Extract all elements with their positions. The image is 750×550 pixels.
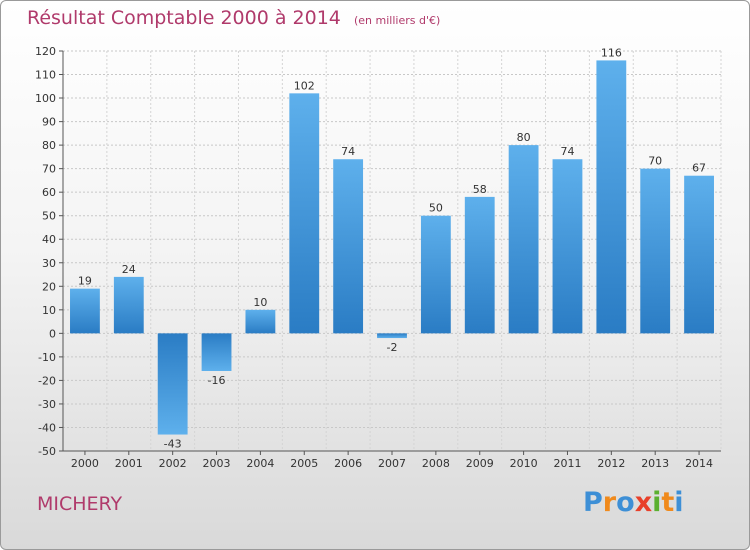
bar-2008 xyxy=(420,215,451,334)
x-tick-label-2003: 2003 xyxy=(203,457,231,470)
data-label-2005: 102 xyxy=(294,79,315,92)
x-tick-label-2014: 2014 xyxy=(685,457,713,470)
data-label-2014: 67 xyxy=(692,162,706,175)
x-tick-label-2009: 2009 xyxy=(466,457,494,470)
proxiti-logo: Proxiti xyxy=(583,487,684,518)
logo-letter: i xyxy=(674,487,684,518)
x-tick-label-2006: 2006 xyxy=(334,457,362,470)
bar-2013 xyxy=(640,168,671,334)
bar-2012 xyxy=(596,60,627,334)
data-label-2008: 50 xyxy=(429,202,443,215)
logo-letter: i xyxy=(652,487,662,518)
logo-letter: t xyxy=(661,487,675,518)
x-tick-label-2008: 2008 xyxy=(422,457,450,470)
x-tick-label-2005: 2005 xyxy=(290,457,318,470)
bar-2011 xyxy=(552,159,583,334)
data-label-2007: -2 xyxy=(387,341,398,354)
y-tick-label: 100 xyxy=(35,92,56,105)
bar-2006 xyxy=(333,159,364,334)
logo-letter: x xyxy=(634,487,653,518)
data-label-2009: 58 xyxy=(473,183,487,196)
y-tick-label: -30 xyxy=(38,398,56,411)
chart-subtitle: (en milliers d'€) xyxy=(353,14,441,27)
y-tick-label: 90 xyxy=(42,116,56,129)
y-tick-label: 0 xyxy=(49,327,56,340)
title-row: Résultat Comptable 2000 à 2014 (en milli… xyxy=(27,7,440,29)
bar-2014 xyxy=(684,175,714,334)
x-tick-label-2007: 2007 xyxy=(378,457,406,470)
x-tick-label-2013: 2013 xyxy=(641,457,669,470)
data-label-2004: 10 xyxy=(253,296,267,309)
logo-letter: o xyxy=(616,487,635,518)
data-label-2001: 24 xyxy=(122,263,136,276)
y-tick-label: -10 xyxy=(38,351,56,364)
y-tick-label: 20 xyxy=(42,280,56,293)
bars xyxy=(70,60,714,435)
bar-2010 xyxy=(508,145,539,334)
y-tick-label: 120 xyxy=(35,45,56,58)
bar-2002 xyxy=(157,333,188,435)
x-tick-label-2004: 2004 xyxy=(246,457,274,470)
bar-2007 xyxy=(377,333,407,339)
data-label-2011: 74 xyxy=(560,145,574,158)
y-tick-label: 40 xyxy=(42,233,56,246)
x-tick-label-2001: 2001 xyxy=(115,457,143,470)
commune-name: MICHERY xyxy=(37,493,123,515)
data-labels: 19 24 -43 -16 10 102 74 -2 50 58 80 74 116 70 67 xyxy=(78,46,706,450)
chart-title: Résultat Comptable 2000 à 2014 xyxy=(27,7,341,29)
y-tick-label: 80 xyxy=(42,139,56,152)
x-tick-label-2002: 2002 xyxy=(159,457,187,470)
data-label-2003: -16 xyxy=(208,374,226,387)
y-tick-label: 60 xyxy=(42,186,56,199)
logo-letter: P xyxy=(583,487,603,518)
axes: -50 -40 -30 -20 -10 0 10 20 30 40 50 60 70 80 90 100 110… xyxy=(35,45,721,470)
bar-2009 xyxy=(464,196,495,334)
data-label-2013: 70 xyxy=(648,155,662,168)
y-tick-label: 10 xyxy=(42,304,56,317)
bar-2005 xyxy=(289,93,320,334)
y-tick-label: -40 xyxy=(38,421,56,434)
data-label-2012: 116 xyxy=(601,46,622,59)
y-tick-label: -20 xyxy=(38,374,56,387)
data-label-2010: 80 xyxy=(517,131,531,144)
bar-2003 xyxy=(201,333,232,371)
bar-2001 xyxy=(113,276,144,334)
data-label-2002: -43 xyxy=(164,438,182,451)
logo-letter: r xyxy=(602,487,617,518)
x-tick-label-2012: 2012 xyxy=(597,457,625,470)
data-label-2006: 74 xyxy=(341,145,355,158)
x-tick-label-2000: 2000 xyxy=(71,457,99,470)
bar-2004 xyxy=(245,309,276,334)
x-tick-label-2010: 2010 xyxy=(510,457,538,470)
y-tick-label: 70 xyxy=(42,163,56,176)
data-label-2000: 19 xyxy=(78,275,92,288)
y-tick-label: 110 xyxy=(35,69,56,82)
x-tick-label-2011: 2011 xyxy=(553,457,581,470)
y-tick-label: 50 xyxy=(42,210,56,223)
y-tick-label: -50 xyxy=(38,445,56,458)
bar-2000 xyxy=(70,288,100,334)
y-tick-label: 30 xyxy=(42,257,56,270)
